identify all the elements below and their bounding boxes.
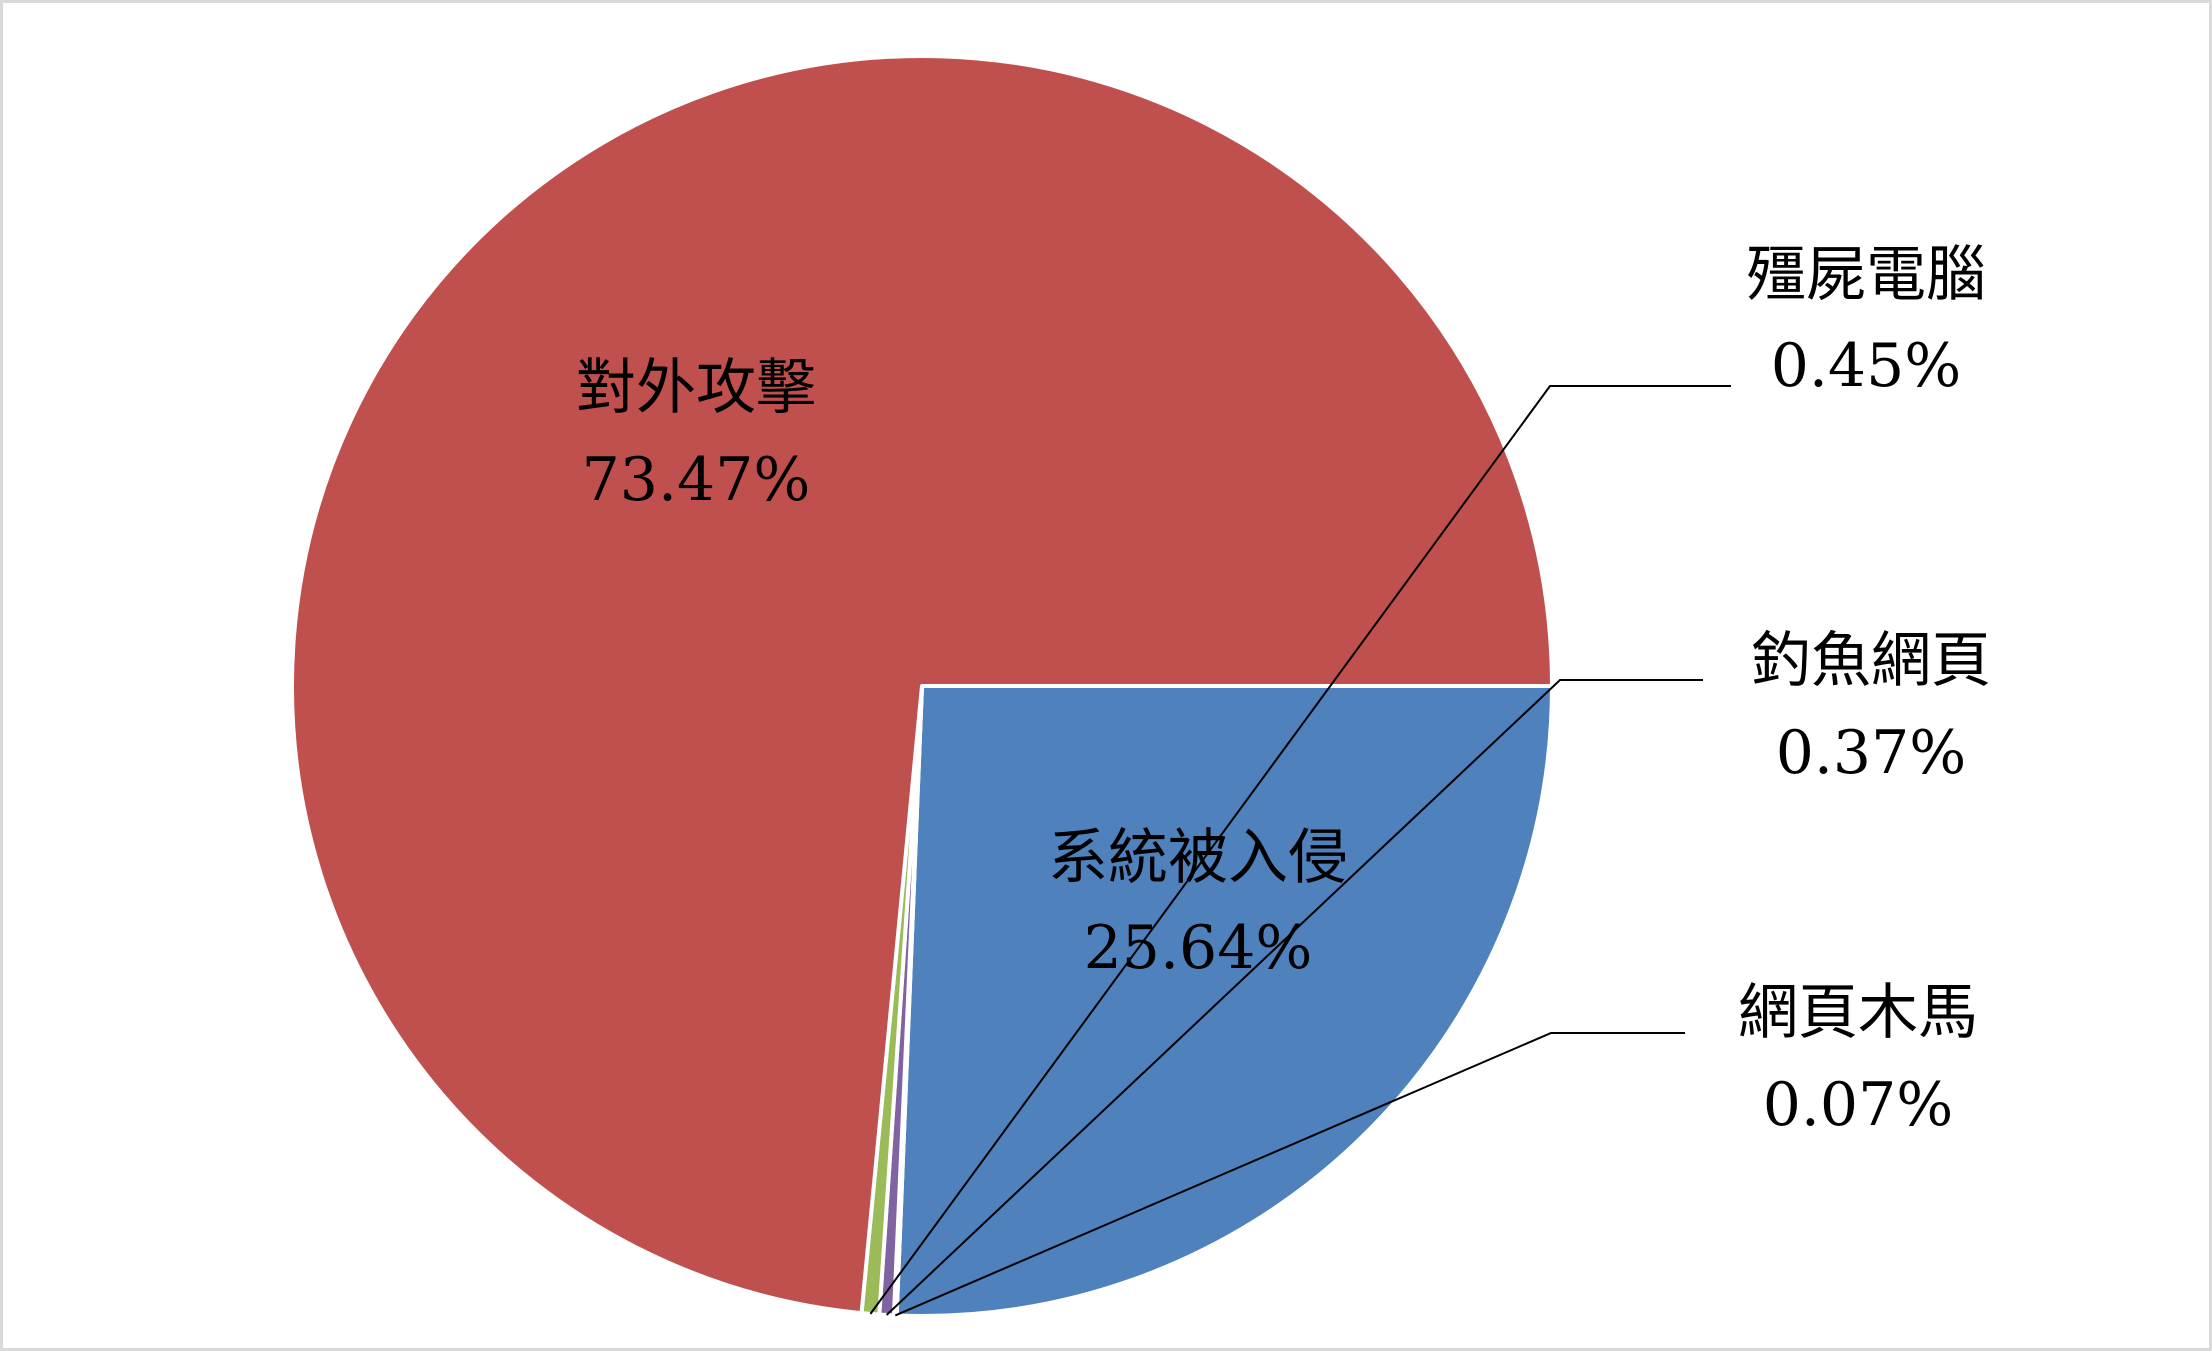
leader-line-e7b6b2e9a081e69ca8e9a6ac (894, 1032, 1685, 1317)
slice-name-label: 系統被入侵 (1048, 823, 1348, 893)
leader-line-e6aeade5b18de99bbbe885a6 (869, 385, 1731, 1315)
slice-name-label: 對外攻擊 (576, 353, 816, 423)
slice-name-label: 釣魚網頁 (1751, 626, 1991, 696)
leader-line-e987a3e9ad9ae7b6b2e9a081 (885, 679, 1703, 1316)
slice-name-label: 網頁木馬 (1738, 978, 1978, 1048)
slice-percent-label: 25.64% (1084, 913, 1313, 983)
slice-percent-label: 0.07% (1763, 1070, 1954, 1140)
pie-slice-e5b08de5a496e694bbe6938a (290, 54, 1554, 1316)
slice-name-label: 殭屍電腦 (1746, 240, 1986, 310)
pie-slice-e7b3bbe7b5b1e8a2abe585a5e4beb5 (894, 684, 1554, 1318)
pie-chart: 系統被入侵 25.64% 網頁木馬 0.07% 釣魚網頁 0.37% 殭屍電腦 0.45% 對外… (290, 54, 1991, 1318)
slice-percent-label: 0.45% (1771, 331, 1962, 401)
slice-percent-label: 73.47% (582, 445, 811, 515)
slice-percent-label: 0.37% (1776, 718, 1967, 788)
